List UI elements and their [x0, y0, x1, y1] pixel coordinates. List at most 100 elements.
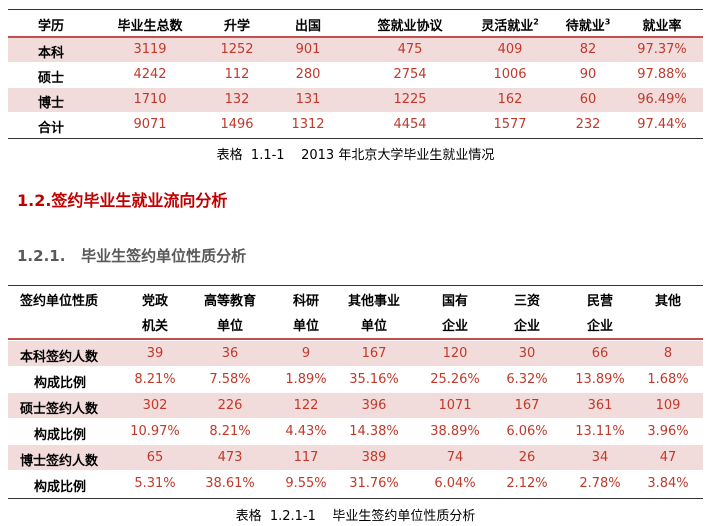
header-cell: 企业 [586, 319, 613, 334]
data-cell: 1.68% [647, 372, 689, 387]
header-cell: 机关 [141, 319, 168, 334]
data-cell: 97.88% [637, 67, 687, 82]
row-band [8, 38, 703, 62]
row-label: 合计 [38, 121, 65, 136]
data-cell: 97.44% [637, 117, 687, 132]
data-cell: 117 [293, 450, 319, 465]
data-cell: 1496 [220, 117, 254, 132]
data-cell: 1.89% [285, 372, 327, 387]
table-rule [8, 9, 703, 10]
row-band [8, 445, 703, 470]
data-cell: 3119 [133, 42, 167, 57]
header-cell: 出国 [294, 19, 321, 34]
header-cell: 灵活就业2 [481, 17, 539, 34]
data-cell: 74 [446, 450, 464, 465]
data-cell: 36 [221, 346, 239, 361]
data-cell: 82 [579, 42, 597, 57]
data-cell: 38.61% [205, 476, 255, 491]
row-label: 本科 [38, 46, 65, 61]
data-cell: 2754 [393, 67, 427, 82]
data-cell: 131 [295, 92, 321, 107]
data-cell: 109 [655, 398, 681, 413]
data-cell: 6.06% [506, 424, 548, 439]
data-cell: 396 [361, 398, 387, 413]
data-cell: 232 [575, 117, 601, 132]
data-cell: 226 [217, 398, 243, 413]
header-cell: 三资 [513, 294, 540, 309]
data-cell: 10.97% [130, 424, 180, 439]
data-cell: 31.76% [349, 476, 399, 491]
header-cell: 单位 [292, 319, 319, 334]
data-cell: 9071 [133, 117, 167, 132]
table-rule [8, 498, 703, 499]
data-cell: 6.04% [434, 476, 476, 491]
data-cell: 112 [224, 67, 250, 82]
data-cell: 38.89% [430, 424, 480, 439]
data-cell: 25.26% [430, 372, 480, 387]
data-cell: 1252 [220, 42, 254, 57]
row-label: 构成比例 [34, 480, 87, 495]
data-cell: 361 [587, 398, 613, 413]
header-rule [8, 338, 703, 340]
data-cell: 409 [497, 42, 523, 57]
data-cell: 30 [518, 346, 536, 361]
header-cell: 单位 [216, 319, 243, 334]
data-cell: 132 [224, 92, 250, 107]
caption: 表格 1.1-1 2013 年北京大学毕业生就业情况 [216, 148, 495, 163]
data-cell: 97.37% [637, 42, 687, 57]
data-cell: 34 [591, 450, 609, 465]
data-cell: 389 [361, 450, 387, 465]
data-cell: 1071 [438, 398, 472, 413]
data-cell: 14.38% [349, 424, 399, 439]
data-cell: 302 [142, 398, 168, 413]
table-rule [8, 285, 703, 286]
header-cell: 学历 [38, 19, 65, 34]
header-cell: 毕业生总数 [117, 19, 183, 34]
header-cell: 就业率 [642, 19, 682, 34]
header-cell: 签就业协议 [377, 19, 443, 34]
header-cell: 待就业3 [565, 17, 611, 34]
data-cell: 13.89% [575, 372, 625, 387]
data-cell: 13.11% [575, 424, 625, 439]
row-label: 构成比例 [34, 376, 87, 391]
data-cell: 1577 [493, 117, 527, 132]
header-cell: 升学 [223, 19, 250, 34]
header-cell: 高等教育 [203, 294, 256, 309]
row-label: 博士 [38, 96, 65, 111]
data-cell: 66 [591, 346, 609, 361]
data-cell: 6.32% [506, 372, 548, 387]
row-label: 硕士 [38, 71, 65, 86]
data-cell: 167 [514, 398, 540, 413]
caption: 表格 1.2.1-1 毕业生签约单位性质分析 [235, 509, 476, 524]
header-cell: 其他事业 [347, 294, 400, 309]
header-cell: 科研 [292, 294, 319, 309]
data-cell: 65 [146, 450, 164, 465]
data-cell: 9 [301, 346, 311, 361]
data-cell: 4242 [133, 67, 167, 82]
data-cell: 3.96% [647, 424, 689, 439]
data-cell: 280 [295, 67, 321, 82]
data-cell: 8.21% [209, 424, 251, 439]
header-cell: 签约单位性质 [20, 294, 99, 309]
header-cell: 单位 [360, 319, 387, 334]
data-cell: 8.21% [134, 372, 176, 387]
row-band [8, 341, 703, 366]
row-label: 本科签约人数 [20, 350, 99, 365]
header-cell: 国有 [441, 294, 468, 309]
header-rule [8, 36, 703, 38]
superscript: 3 [604, 17, 611, 27]
table-rule [8, 138, 703, 139]
data-cell: 2.78% [579, 476, 621, 491]
header-cell: 党政 [141, 294, 168, 309]
data-cell: 1312 [291, 117, 325, 132]
data-cell: 2.12% [506, 476, 548, 491]
data-cell: 4.43% [285, 424, 327, 439]
data-cell: 167 [361, 346, 387, 361]
data-cell: 162 [497, 92, 523, 107]
data-cell: 96.49% [637, 92, 687, 107]
data-cell: 1006 [493, 67, 527, 82]
data-cell: 4454 [393, 117, 427, 132]
data-cell: 60 [579, 92, 597, 107]
data-cell: 901 [295, 42, 321, 57]
